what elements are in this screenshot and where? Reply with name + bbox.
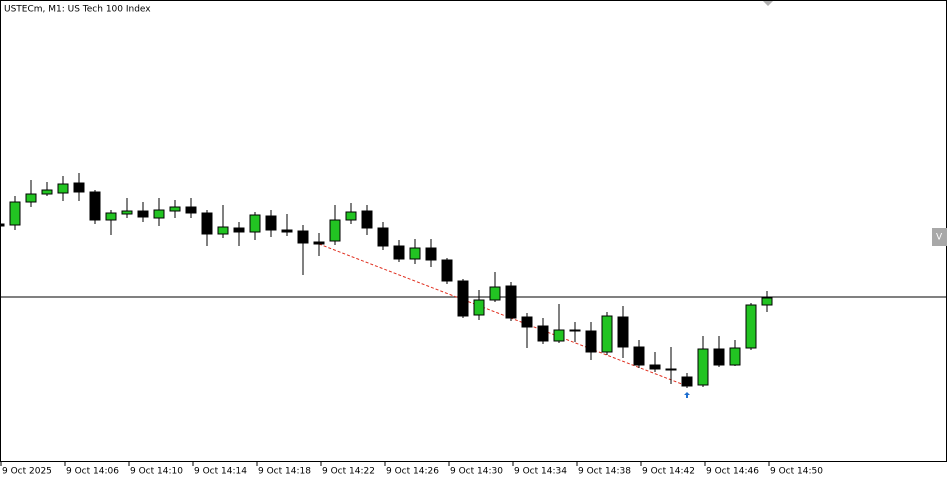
candle-body — [169, 206, 181, 212]
candle-body — [409, 247, 421, 260]
chart-title: USTECm, M1: US Tech 100 Index — [4, 5, 151, 15]
candle-body — [73, 182, 85, 193]
shift-marker — [763, 1, 773, 6]
candle-body — [233, 227, 245, 233]
candle-body — [137, 210, 149, 218]
candle-body — [697, 348, 709, 386]
x-tick-label: 9 Oct 14:06 — [66, 467, 119, 477]
candle-body — [601, 315, 613, 353]
buy-arrow — [684, 392, 690, 398]
candle-body — [585, 330, 597, 353]
candle-body — [761, 297, 773, 306]
candle-body — [345, 211, 357, 221]
candle-body — [569, 329, 581, 332]
candle-body — [217, 226, 229, 235]
candle-body — [121, 210, 133, 215]
candle-body — [425, 247, 437, 261]
candle-body — [473, 299, 485, 316]
candle-body — [713, 348, 725, 366]
candle-body — [649, 364, 661, 370]
candle-body — [553, 329, 565, 342]
candle-body — [617, 316, 629, 348]
candle-body — [745, 304, 757, 349]
candle-body — [57, 183, 69, 194]
candle-body — [265, 215, 277, 231]
x-tick-label: 9 Oct 14:10 — [130, 467, 183, 477]
candle-body — [505, 285, 517, 319]
candle-body — [89, 191, 101, 221]
trend-line — [318, 243, 688, 387]
candle-body — [537, 325, 549, 342]
candle-body — [329, 219, 341, 242]
candle-body — [489, 286, 501, 301]
x-tick-label: 9 Oct 14:42 — [642, 467, 695, 477]
candle-body — [201, 212, 213, 235]
candle-body — [105, 212, 117, 221]
candle-body — [281, 229, 293, 233]
x-tick-label: 9 Oct 14:14 — [194, 467, 247, 477]
right-label: V — [936, 233, 943, 243]
candle-body — [0, 223, 5, 227]
candle-body — [25, 193, 37, 203]
x-tick-label: 9 Oct 2025 — [2, 467, 52, 477]
right-label-box — [932, 228, 947, 246]
candle-body — [361, 210, 373, 229]
candle-body — [153, 209, 165, 219]
x-tick-label: 9 Oct 14:34 — [514, 467, 567, 477]
candle-body — [441, 259, 453, 282]
candle-body — [457, 280, 469, 317]
candle-body — [377, 227, 389, 247]
x-tick-label: 9 Oct 14:50 — [770, 467, 823, 477]
x-tick-label: 9 Oct 14:38 — [578, 467, 631, 477]
candle-body — [393, 245, 405, 260]
candle-body — [729, 347, 741, 366]
candle-body — [185, 206, 197, 214]
x-tick-label: 9 Oct 14:26 — [386, 467, 439, 477]
candle-body — [297, 230, 309, 244]
candle-body — [41, 189, 53, 195]
candle-body — [521, 316, 533, 328]
candle-body — [665, 368, 677, 371]
candle-body — [681, 376, 693, 387]
plot-frame — [0, 0, 947, 462]
x-tick-label: 9 Oct 14:22 — [322, 467, 375, 477]
x-tick-label: 9 Oct 14:46 — [706, 467, 759, 477]
x-tick-label: 9 Oct 14:30 — [450, 467, 503, 477]
candle-body — [249, 214, 261, 233]
candle-body — [9, 201, 21, 226]
candle-body — [633, 346, 645, 366]
x-tick-label: 9 Oct 14:18 — [258, 467, 311, 477]
candle-body — [313, 241, 325, 245]
